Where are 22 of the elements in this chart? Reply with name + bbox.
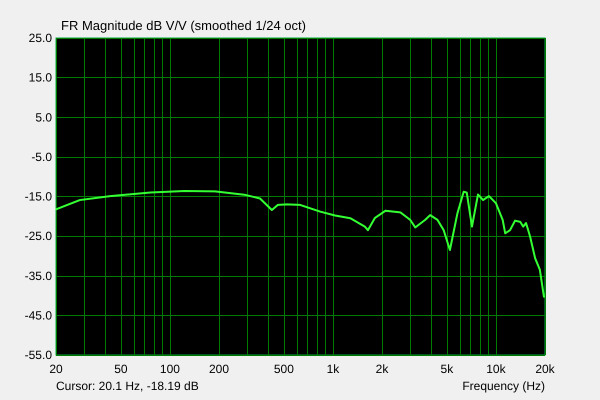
x-tick-label: 100 [160, 362, 180, 376]
y-tick-label: -55.0 [24, 348, 52, 362]
text: Cursor: 20.1 Hz, -18.19 dB [56, 379, 199, 393]
y-tick-label: -25.0 [24, 229, 52, 244]
x-tick-label: 1k [326, 362, 340, 376]
x-tick-label: 200 [208, 362, 230, 376]
chart-title: FR Magnitude dB V/V (smoothed 1/24 oct) [61, 18, 306, 33]
x-tick-label: 500 [274, 362, 294, 376]
y-tick-label: -15.0 [24, 190, 52, 204]
x-tick-label: 5k [440, 362, 454, 376]
x-tick-label: 2k [376, 362, 390, 376]
x-tick-label: 50 [114, 362, 128, 376]
y-tick-label: 5.0 [35, 110, 52, 124]
y-tick-label: 25.0 [28, 31, 52, 45]
y-tick-label: -5.0 [31, 150, 52, 164]
y-tick-label: 15.0 [28, 70, 52, 85]
x-tick-label: 20k [535, 362, 556, 376]
x-axis-title: Frequency (Hz) [462, 379, 546, 393]
x-tick-label: 10k [486, 362, 507, 376]
x-tick-label: 20 [49, 362, 63, 376]
y-tick-label: -45.0 [24, 308, 52, 322]
y-tick-label: -35.0 [24, 268, 52, 283]
